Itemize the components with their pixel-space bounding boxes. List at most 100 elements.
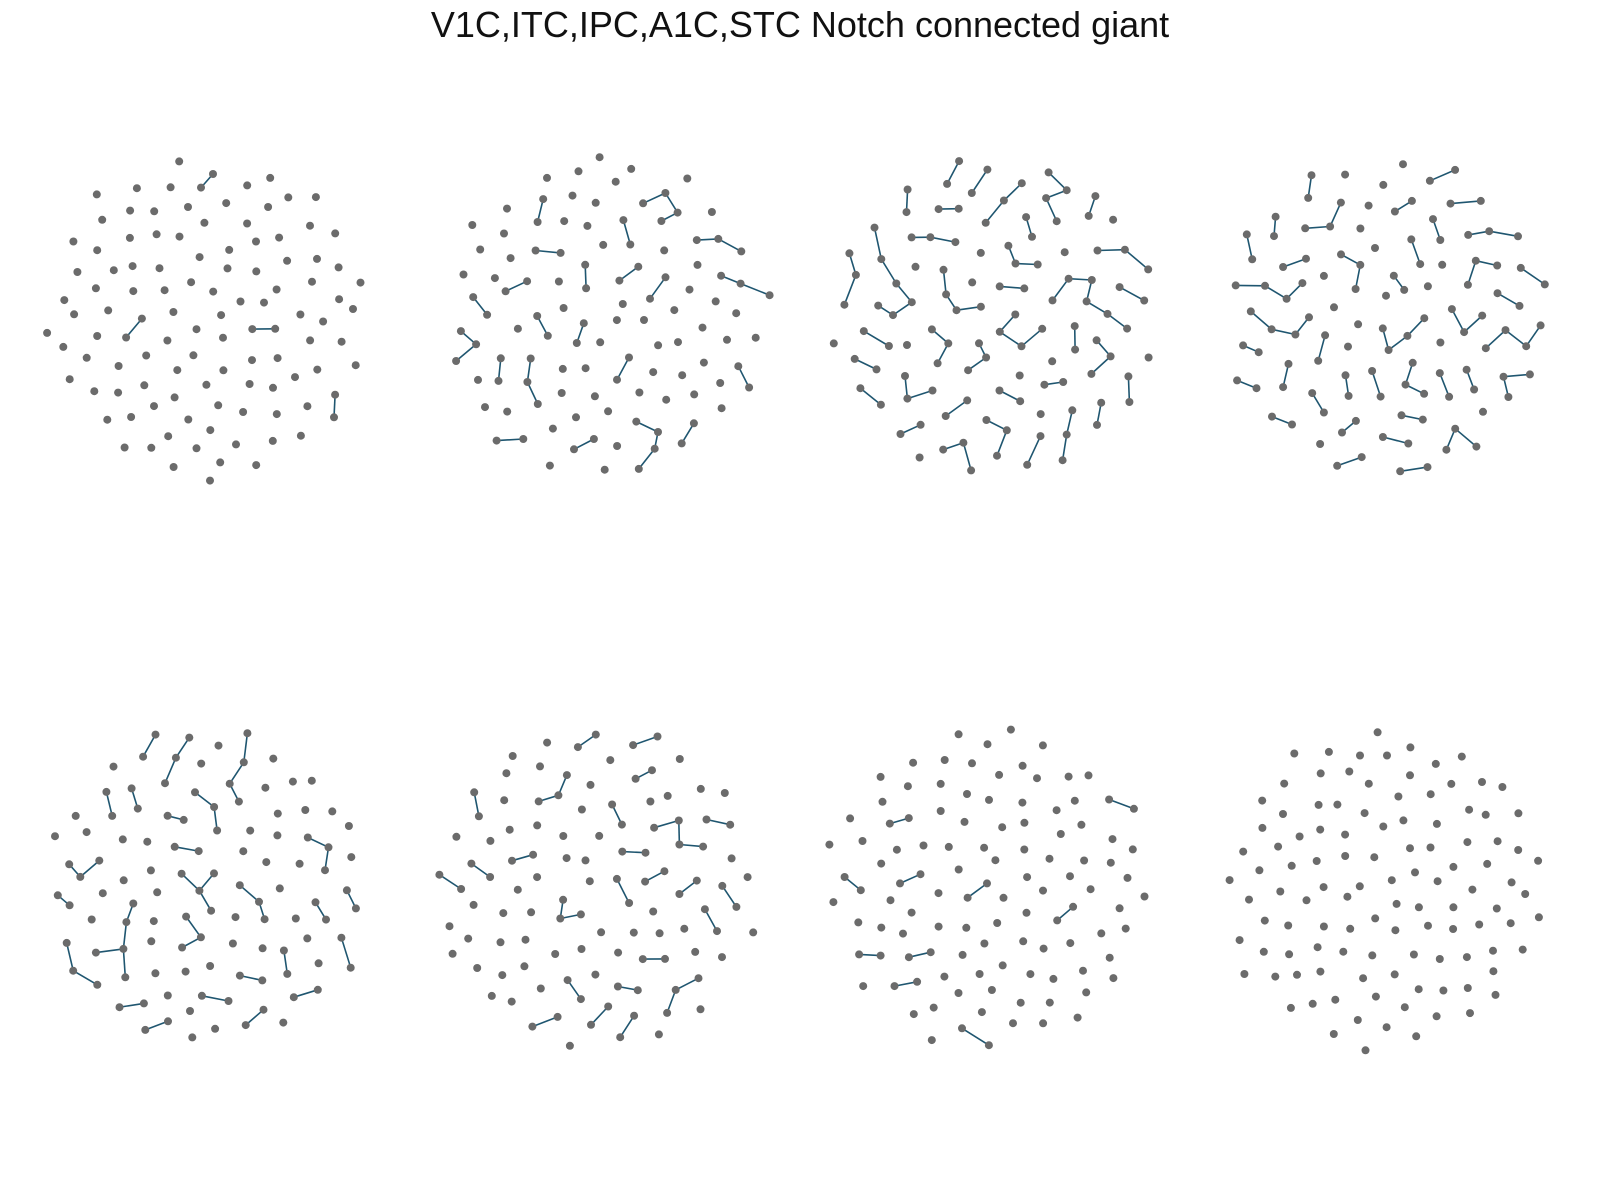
network-node bbox=[846, 814, 855, 823]
network-node bbox=[939, 265, 948, 274]
network-node bbox=[1345, 767, 1354, 776]
network-node bbox=[700, 905, 709, 914]
network-node bbox=[595, 153, 604, 162]
network-node bbox=[206, 962, 215, 970]
network-node bbox=[1390, 207, 1399, 216]
network-node bbox=[508, 752, 517, 760]
network-node bbox=[554, 791, 563, 800]
network-node bbox=[1379, 180, 1388, 189]
network-node bbox=[182, 912, 191, 921]
network-node bbox=[1106, 858, 1115, 867]
network-node bbox=[884, 342, 893, 350]
network-node bbox=[177, 869, 186, 878]
network-node bbox=[331, 390, 340, 399]
network-node bbox=[1478, 311, 1487, 320]
network-panel-5 bbox=[51, 729, 360, 1042]
network-node bbox=[1371, 914, 1380, 923]
network-node bbox=[507, 997, 516, 1006]
network-node bbox=[1351, 285, 1360, 293]
network-edge bbox=[1020, 328, 1043, 347]
network-node bbox=[1449, 903, 1458, 912]
network-node bbox=[878, 797, 887, 806]
network-node bbox=[1052, 217, 1061, 226]
network-edge bbox=[72, 970, 98, 986]
network-node bbox=[1144, 353, 1153, 362]
network-node bbox=[604, 1002, 613, 1011]
network-node bbox=[1091, 192, 1100, 201]
network-node bbox=[674, 816, 683, 825]
network-node bbox=[1414, 985, 1423, 994]
network-node bbox=[673, 208, 682, 217]
network-node bbox=[225, 779, 234, 788]
network-node bbox=[641, 877, 650, 886]
network-node bbox=[200, 218, 209, 227]
network-node bbox=[258, 976, 267, 985]
network-node bbox=[76, 872, 85, 881]
network-node bbox=[1344, 391, 1353, 400]
network-node bbox=[1259, 947, 1268, 956]
network-node bbox=[626, 240, 635, 249]
network-node bbox=[1279, 383, 1288, 392]
network-node bbox=[1313, 943, 1322, 952]
network-node bbox=[698, 323, 707, 332]
network-node bbox=[195, 886, 204, 895]
network-node bbox=[1022, 213, 1031, 222]
network-edge bbox=[1124, 249, 1149, 271]
network-edge bbox=[95, 948, 124, 954]
network-node bbox=[53, 891, 62, 900]
network-node bbox=[210, 869, 218, 878]
network-node bbox=[1387, 876, 1396, 885]
network-node bbox=[732, 902, 741, 911]
network-node bbox=[1506, 919, 1515, 928]
network-node bbox=[1254, 348, 1263, 357]
network-node bbox=[889, 311, 897, 320]
network-node bbox=[519, 435, 528, 443]
network-node bbox=[696, 784, 705, 793]
network-node bbox=[1240, 970, 1249, 978]
network-node bbox=[1536, 321, 1545, 330]
network-node bbox=[306, 336, 315, 345]
network-node bbox=[556, 248, 565, 257]
network-node bbox=[1042, 194, 1051, 203]
network-node bbox=[272, 285, 281, 294]
network-node bbox=[825, 840, 834, 849]
network-node bbox=[876, 772, 885, 781]
network-node bbox=[1242, 230, 1251, 239]
network-node bbox=[1109, 215, 1118, 224]
network-node bbox=[1392, 899, 1401, 908]
network-node bbox=[954, 989, 963, 997]
network-node bbox=[663, 791, 672, 800]
network-node bbox=[1011, 259, 1020, 268]
network-node bbox=[1316, 825, 1325, 834]
network-node bbox=[1399, 816, 1408, 825]
network-node bbox=[1140, 296, 1149, 305]
network-node bbox=[904, 953, 913, 962]
network-node bbox=[765, 291, 774, 300]
network-node bbox=[1518, 945, 1527, 954]
network-node bbox=[1391, 926, 1400, 935]
network-node bbox=[91, 284, 100, 293]
network-node bbox=[513, 324, 522, 333]
network-edge bbox=[455, 343, 477, 362]
network-node bbox=[474, 812, 483, 821]
network-node bbox=[913, 977, 922, 986]
network-node bbox=[170, 842, 179, 851]
network-node bbox=[164, 1017, 172, 1026]
network-node bbox=[108, 811, 117, 820]
network-node bbox=[1071, 345, 1080, 354]
network-node bbox=[528, 1022, 537, 1031]
network-edge bbox=[740, 282, 770, 296]
network-node bbox=[269, 754, 278, 763]
network-node bbox=[570, 445, 578, 454]
network-node bbox=[919, 841, 928, 850]
network-node bbox=[313, 254, 321, 263]
network-node bbox=[1285, 950, 1294, 959]
network-node bbox=[1447, 779, 1456, 788]
network-node bbox=[264, 203, 273, 211]
network-node bbox=[606, 756, 615, 765]
network-node bbox=[1514, 232, 1522, 241]
network-node bbox=[321, 866, 329, 875]
network-node bbox=[464, 934, 473, 943]
network-node bbox=[1389, 271, 1398, 280]
network-node bbox=[1378, 433, 1387, 441]
